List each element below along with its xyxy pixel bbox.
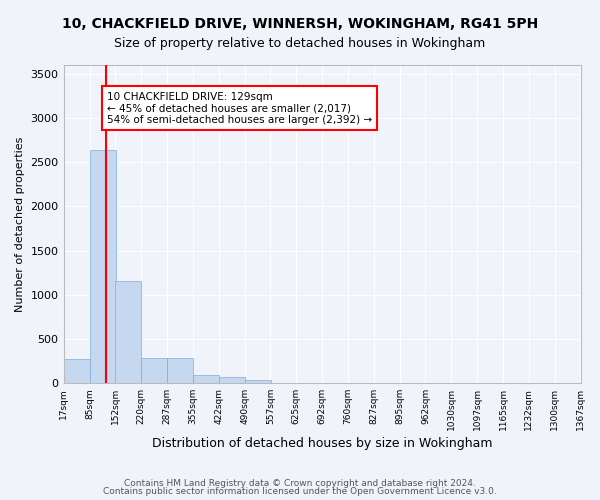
Text: Contains public sector information licensed under the Open Government Licence v3: Contains public sector information licen… xyxy=(103,487,497,496)
Bar xyxy=(193,374,219,383)
Y-axis label: Number of detached properties: Number of detached properties xyxy=(15,136,25,312)
Bar xyxy=(64,359,89,383)
X-axis label: Distribution of detached houses by size in Wokingham: Distribution of detached houses by size … xyxy=(152,437,492,450)
Bar xyxy=(141,358,167,383)
Bar xyxy=(89,150,116,383)
Text: 10, CHACKFIELD DRIVE, WINNERSH, WOKINGHAM, RG41 5PH: 10, CHACKFIELD DRIVE, WINNERSH, WOKINGHA… xyxy=(62,18,538,32)
Bar xyxy=(167,358,193,383)
Bar xyxy=(115,282,141,383)
Text: Size of property relative to detached houses in Wokingham: Size of property relative to detached ho… xyxy=(115,38,485,51)
Bar xyxy=(218,378,245,383)
Text: 10 CHACKFIELD DRIVE: 129sqm
← 45% of detached houses are smaller (2,017)
54% of : 10 CHACKFIELD DRIVE: 129sqm ← 45% of det… xyxy=(107,92,372,124)
Text: Contains HM Land Registry data © Crown copyright and database right 2024.: Contains HM Land Registry data © Crown c… xyxy=(124,478,476,488)
Bar xyxy=(245,380,271,383)
